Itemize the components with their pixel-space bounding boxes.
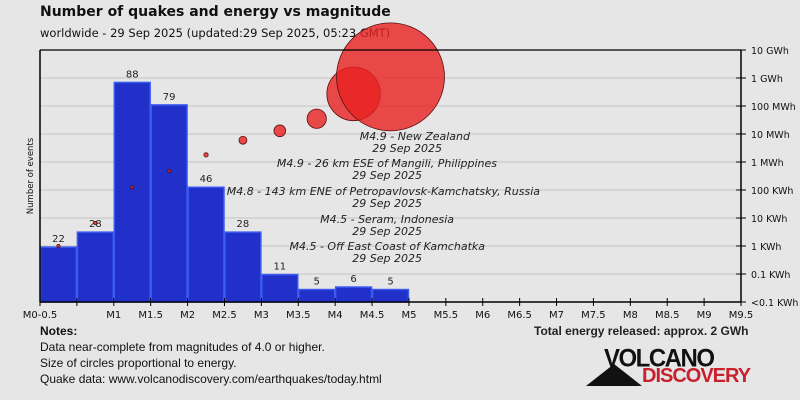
bar-label: 79 [163, 92, 176, 103]
y-right-tick-label: 1 KWh [751, 242, 781, 253]
x-tick-label: M6 [475, 310, 490, 321]
annotation-4: M4.5 - Seram, Indonesia 29 Sep 2025 [320, 214, 454, 238]
bar [371, 288, 410, 303]
bar [334, 286, 373, 303]
bar-label: 28 [237, 219, 250, 230]
x-tick-label: M2 [180, 310, 195, 321]
energy-bubble [130, 185, 135, 190]
note-line: Quake data: www.volcanodiscovery.com/ear… [40, 372, 382, 386]
x-tick-label: M3 [254, 310, 269, 321]
annotation-2: M4.9 - 26 km ESE of Mangili, Philippines… [277, 158, 497, 182]
note-line: Size of circles proportional to energy. [40, 356, 237, 370]
x-tick-label: M9 [697, 310, 712, 321]
bar [224, 231, 262, 303]
y-right-tick-label: 10 GWh [751, 46, 789, 57]
y-right-tick-label: 100 KWh [751, 186, 793, 197]
y-right-tick-label: 1 GWh [751, 74, 783, 85]
energy-bubble [167, 168, 172, 173]
annotation-date: 29 Sep 2025 [352, 197, 422, 210]
volcano-icon [586, 364, 642, 386]
y-right-tick-label: 100 MWh [751, 102, 796, 113]
energy-bubble [336, 22, 445, 132]
energy-bubble [203, 152, 209, 158]
x-tick-label: M8 [623, 310, 638, 321]
x-tick-label: M5.5 [434, 310, 459, 321]
logo-word-discovery: DISCOVERY [642, 365, 751, 387]
bar [187, 186, 225, 303]
note-line: Data near-complete from magnitudes of 4.… [40, 340, 325, 354]
annotation-title: M4.5 - Seram, Indonesia [320, 213, 454, 226]
bar-label: 22 [52, 234, 65, 245]
x-tick-label: M1 [106, 310, 121, 321]
energy-bubble [306, 108, 327, 129]
annotation-date: 29 Sep 2025 [352, 252, 422, 265]
bar [261, 273, 299, 303]
y-right-tick-label: 0.1 KWh [751, 270, 790, 281]
annotation-title: M4.5 - Off East Coast of Kamchatka [289, 240, 485, 253]
bar-label: 5 [387, 277, 393, 288]
x-tick-label: M3.5 [286, 310, 311, 321]
annotation-title: M4.9 - 26 km ESE of Mangili, Philippines [276, 157, 497, 170]
logo-word-volcano: VOLCANO [604, 344, 715, 373]
x-tick-label: M0-0.5 [23, 310, 58, 321]
annotation-1: M4.9 - New Zealand 29 Sep 2025 [360, 131, 470, 155]
bar [298, 288, 336, 303]
bar-label: 46 [200, 174, 213, 185]
chart-subtitle: worldwide - 29 Sep 2025 (updated:29 Sep … [40, 26, 391, 40]
bar [39, 246, 78, 303]
energy-bubble [93, 221, 98, 226]
chart-title: Number of quakes and energy vs magnitude [40, 4, 391, 20]
x-tick-label: M4.5 [360, 310, 385, 321]
bar [150, 104, 188, 303]
notes-heading: Notes: [40, 324, 78, 338]
x-tick-label: M8.5 [655, 310, 680, 321]
y-right-tick-label: 10 MWh [751, 130, 790, 141]
total-energy: Total energy released: approx. 2 GWh [534, 324, 749, 338]
x-tick-label: M7 [549, 310, 564, 321]
x-tick-label: M7.5 [581, 310, 606, 321]
y-right-tick-label: 1 MWh [751, 158, 784, 169]
y-left-axis-label: Number of events [26, 137, 36, 214]
x-tick-label: M6.5 [507, 310, 532, 321]
bar-label: 11 [273, 262, 286, 273]
x-tick-label: M1.5 [138, 310, 163, 321]
energy-bubble [238, 135, 248, 145]
bar-label: 5 [314, 277, 320, 288]
annotation-date: 29 Sep 2025 [352, 225, 422, 238]
energy-bubble [273, 124, 287, 138]
x-tick-label: M4 [328, 310, 343, 321]
annotation-title: M4.9 - New Zealand [359, 130, 470, 143]
x-tick-label: M5 [401, 310, 416, 321]
annotation-5: M4.5 - Off East Coast of Kamchatka 29 Se… [289, 241, 485, 265]
x-tick-label: M9.5 [729, 310, 754, 321]
bar-label: 6 [350, 274, 356, 285]
annotation-3: M4.8 - 143 km ENE of Petropavlovsk-Kamch… [227, 186, 540, 210]
annotation-title: M4.8 - 143 km ENE of Petropavlovsk-Kamch… [226, 185, 540, 198]
y-right-tick-label: 10 KWh [751, 214, 787, 225]
volcanodiscovery-logo[interactable]: VOLCANO DISCOVERY [586, 344, 756, 388]
bar-label: 88 [126, 69, 139, 80]
bar [76, 231, 115, 303]
energy-bubble [56, 243, 61, 248]
x-tick-label: M2.5 [212, 310, 237, 321]
annotation-date: 29 Sep 2025 [372, 142, 442, 155]
annotation-date: 29 Sep 2025 [352, 169, 422, 182]
y-right-tick-label: <0.1 KWh [751, 298, 798, 309]
bar [113, 81, 151, 303]
